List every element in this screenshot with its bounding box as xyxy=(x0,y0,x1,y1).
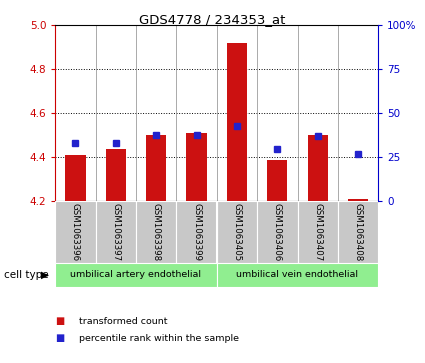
Text: ▶: ▶ xyxy=(41,270,49,280)
Bar xyxy=(55,201,96,263)
Bar xyxy=(298,201,338,263)
Text: GSM1063405: GSM1063405 xyxy=(232,203,241,262)
Bar xyxy=(217,263,378,287)
Bar xyxy=(187,133,207,201)
Bar xyxy=(308,135,328,201)
Text: umbilical vein endothelial: umbilical vein endothelial xyxy=(236,270,359,280)
Text: percentile rank within the sample: percentile rank within the sample xyxy=(79,334,238,343)
Text: cell type: cell type xyxy=(4,270,49,280)
Text: GSM1063407: GSM1063407 xyxy=(313,203,322,262)
Text: GSM1063397: GSM1063397 xyxy=(111,203,120,261)
Bar xyxy=(217,201,257,263)
Text: GSM1063396: GSM1063396 xyxy=(71,203,80,261)
Bar xyxy=(348,199,368,201)
Bar xyxy=(65,155,85,201)
Text: GDS4778 / 234353_at: GDS4778 / 234353_at xyxy=(139,13,286,26)
Text: ■: ■ xyxy=(55,316,65,326)
Bar xyxy=(55,263,217,287)
Text: transformed count: transformed count xyxy=(79,317,167,326)
Bar xyxy=(96,201,136,263)
Text: GSM1063398: GSM1063398 xyxy=(152,203,161,261)
Bar xyxy=(267,160,287,201)
Bar xyxy=(176,201,217,263)
Text: GSM1063406: GSM1063406 xyxy=(273,203,282,262)
Bar xyxy=(146,135,166,201)
Bar xyxy=(257,201,298,263)
Bar xyxy=(136,201,176,263)
Bar xyxy=(227,43,247,201)
Text: umbilical artery endothelial: umbilical artery endothelial xyxy=(71,270,201,280)
Bar xyxy=(338,201,378,263)
Text: GSM1063399: GSM1063399 xyxy=(192,203,201,261)
Text: ■: ■ xyxy=(55,333,65,343)
Bar xyxy=(106,148,126,201)
Text: GSM1063408: GSM1063408 xyxy=(354,203,363,262)
